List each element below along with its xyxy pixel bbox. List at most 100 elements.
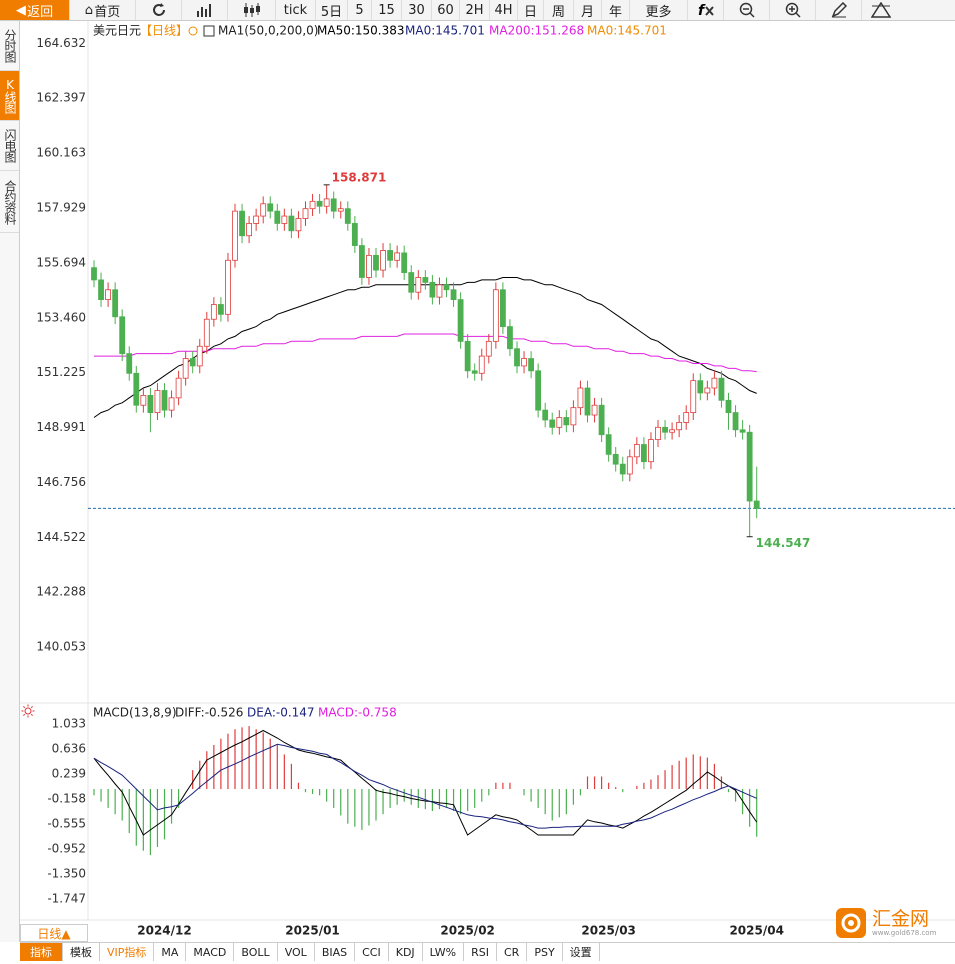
candle-body — [260, 203, 267, 217]
y-tick-label: 1.033 — [52, 717, 86, 731]
period-option[interactable]: 2H — [460, 0, 490, 20]
candle-body — [492, 289, 499, 342]
period-items: tick 5日 5 15 30 60 2H 4H 日周月年更多 — [276, 0, 688, 20]
y-tick-label: 160.163 — [36, 146, 86, 160]
candle-body — [133, 372, 140, 406]
indicator-tab[interactable]: 模板 — [63, 943, 100, 961]
y-tick-label: -1.350 — [47, 867, 86, 881]
indicator-tab[interactable]: CR — [497, 943, 528, 961]
candle-body — [387, 250, 394, 261]
indicator-icon — [203, 25, 215, 37]
candle-body — [669, 429, 675, 433]
period-option[interactable]: tick — [276, 0, 316, 20]
indicator-tab[interactable]: PSY — [527, 943, 563, 961]
fx-icon: f — [698, 3, 714, 17]
candle-body — [422, 277, 429, 283]
draw-button[interactable] — [816, 0, 862, 20]
candle-body — [140, 394, 147, 406]
sun-ray — [30, 706, 33, 709]
zoom-out[interactable] — [724, 0, 770, 20]
candle-body — [457, 299, 464, 342]
instrument-title: 美元日元 — [93, 24, 141, 38]
candle-body — [380, 250, 386, 271]
candle-body — [175, 377, 182, 399]
chart-type-button[interactable] — [182, 0, 228, 20]
home-button[interactable]: ⌂ 首页 — [70, 0, 136, 20]
refresh-button[interactable] — [136, 0, 182, 20]
candle-body — [563, 417, 570, 426]
indicator-tab[interactable]: 指标 — [20, 943, 63, 961]
y-tick-label: 0.239 — [52, 766, 86, 780]
fx-button[interactable]: f — [688, 0, 724, 20]
period-option[interactable]: 30 — [402, 0, 432, 20]
candle-body — [203, 318, 210, 347]
candle-body — [683, 412, 690, 423]
candle-body — [225, 259, 231, 315]
period-option[interactable]: 日 — [518, 0, 544, 20]
candle-body — [450, 289, 457, 300]
period-option[interactable]: 更多 — [630, 0, 688, 20]
high-label: 158.871 — [332, 170, 387, 184]
candle-body — [697, 380, 704, 394]
candle-body — [612, 453, 619, 465]
y-tick-label: 151.225 — [36, 365, 86, 379]
indicator-tab[interactable]: VIP指标 — [100, 943, 155, 961]
sidebar-tab[interactable]: 合约资料 — [0, 171, 19, 233]
candle-body — [436, 284, 443, 298]
shape-button[interactable] — [862, 0, 900, 20]
candle-body — [316, 200, 323, 207]
indicator-tab[interactable]: MACD — [186, 943, 235, 961]
candle-button[interactable] — [228, 0, 276, 20]
candle-body — [394, 252, 401, 261]
period-option[interactable]: 年 — [602, 0, 630, 20]
candle-body — [147, 394, 154, 413]
triangle-icon — [871, 2, 891, 18]
indicator-tab[interactable]: 设置 — [563, 943, 600, 961]
candle-body — [161, 390, 168, 411]
zoom-in[interactable] — [770, 0, 816, 20]
period-option[interactable]: 5日 — [316, 0, 348, 20]
period-option[interactable]: 月 — [574, 0, 602, 20]
home-icon: ⌂ — [84, 2, 95, 18]
indicator-tab[interactable]: VOL — [278, 943, 315, 961]
candle-body — [690, 380, 697, 413]
candle-body — [119, 316, 126, 355]
indicator-tab[interactable]: LW% — [423, 943, 465, 961]
candle-body — [570, 407, 577, 426]
period-option[interactable]: 5 — [348, 0, 372, 20]
indicator-tab[interactable]: RSI — [464, 943, 497, 961]
candle-body — [549, 419, 556, 428]
back-button[interactable]: ◀ 返回 — [0, 0, 70, 20]
period-option[interactable]: 60 — [432, 0, 460, 20]
candle-body — [373, 254, 379, 271]
sidebar-tab[interactable]: 分时图 — [0, 21, 19, 71]
candle-body — [429, 281, 436, 298]
candle-body — [662, 426, 668, 433]
candle-body — [415, 277, 422, 293]
candle-body — [274, 210, 281, 224]
zoom-in-icon — [785, 2, 801, 18]
legend-entry: MA0:145.701 — [587, 24, 667, 38]
x-tick-label: 2025/02 — [440, 924, 494, 938]
candle-body — [633, 444, 640, 458]
logo-url: www.gold678.com — [872, 929, 937, 937]
candle-body — [232, 210, 238, 261]
indicator-tab[interactable]: MA — [154, 943, 187, 961]
indicator-tab[interactable]: BIAS — [315, 943, 356, 961]
sidebar-tab[interactable]: K线图 — [0, 71, 19, 121]
y-tick-label: -0.158 — [47, 791, 86, 805]
period-option[interactable]: 15 — [372, 0, 402, 20]
sidebar-tab[interactable]: 闪电图 — [0, 121, 19, 171]
period-button[interactable]: 日线▲ — [20, 924, 88, 942]
candle-body — [91, 267, 97, 281]
indicator-tab[interactable]: CCI — [355, 943, 389, 961]
logo-text: 汇金网 www.gold678.com — [872, 909, 936, 937]
period-option[interactable]: 4H — [490, 0, 518, 20]
sun-ray — [30, 713, 33, 716]
candle-body — [584, 387, 591, 416]
indicator-tab[interactable]: BOLL — [234, 943, 278, 961]
period-option[interactable]: 周 — [544, 0, 574, 20]
sun-ray — [23, 706, 26, 709]
candle-body — [196, 345, 203, 367]
indicator-tab[interactable]: KDJ — [389, 943, 423, 961]
